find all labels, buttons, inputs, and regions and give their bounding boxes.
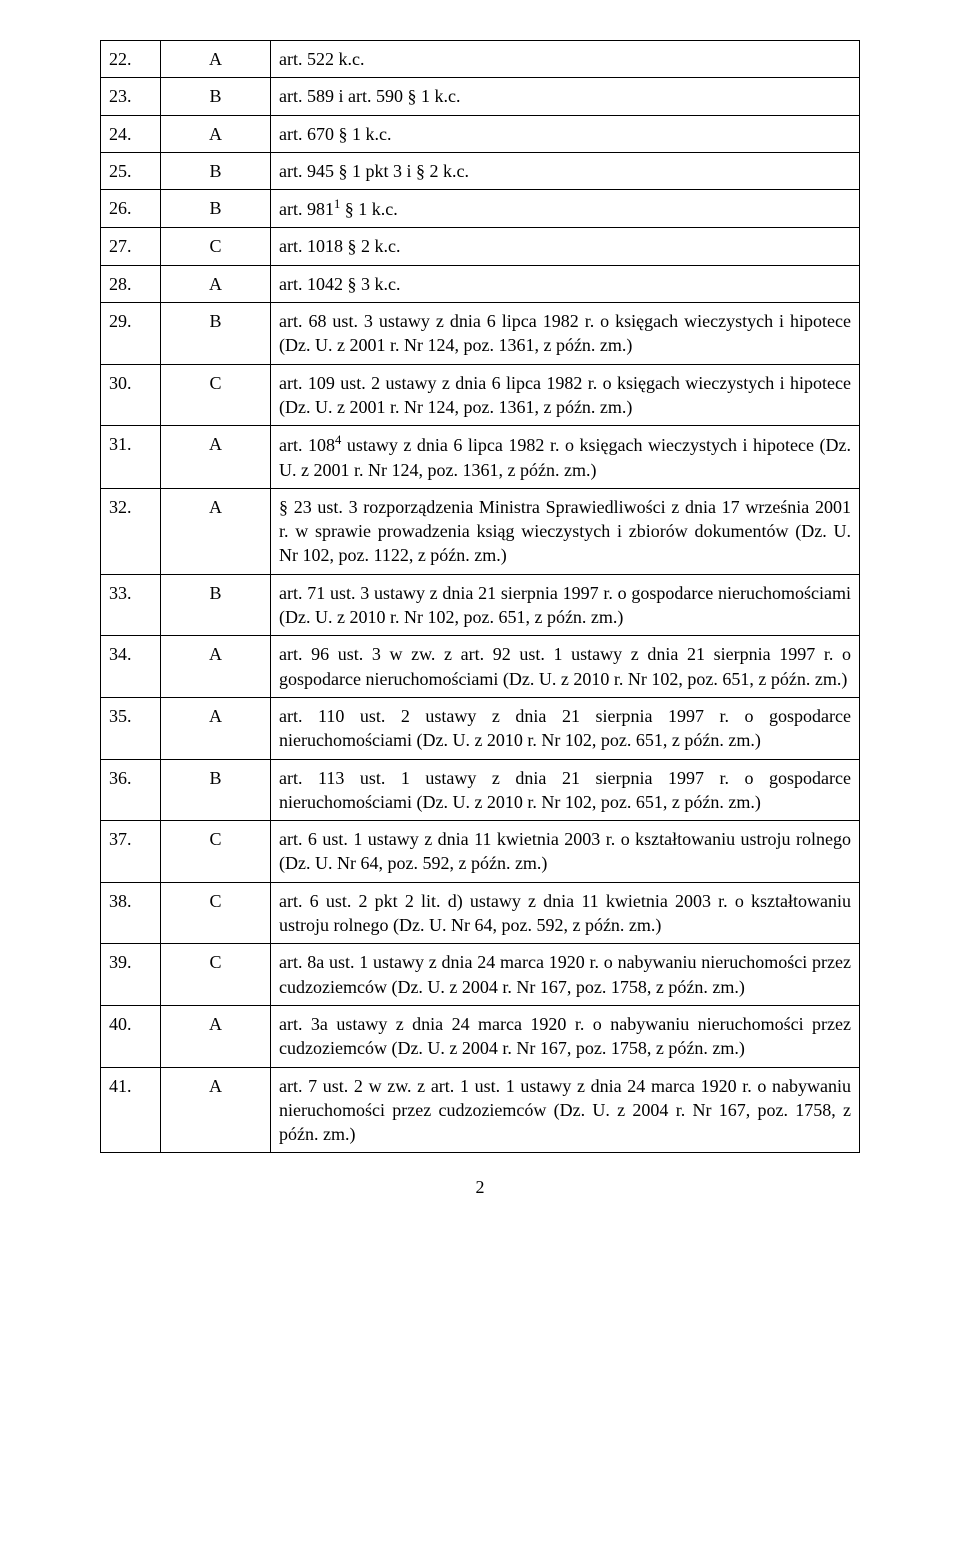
- row-citation: art. 7 ust. 2 w zw. z art. 1 ust. 1 usta…: [271, 1067, 860, 1153]
- table-row: 26.Bart. 9811 § 1 k.c.: [101, 190, 860, 228]
- row-answer: B: [161, 190, 271, 228]
- table-row: 24.Aart. 670 § 1 k.c.: [101, 115, 860, 152]
- row-citation: art. 68 ust. 3 ustawy z dnia 6 lipca 198…: [271, 303, 860, 365]
- row-answer: A: [161, 115, 271, 152]
- row-answer: A: [161, 697, 271, 759]
- row-number: 35.: [101, 697, 161, 759]
- row-number: 33.: [101, 574, 161, 636]
- row-citation: art. 8a ust. 1 ustawy z dnia 24 marca 19…: [271, 944, 860, 1006]
- row-answer: B: [161, 152, 271, 189]
- document-page: 22.Aart. 522 k.c.23.Bart. 589 i art. 590…: [0, 0, 960, 1228]
- row-answer: C: [161, 821, 271, 883]
- row-number: 25.: [101, 152, 161, 189]
- row-citation: art. 109 ust. 2 ustawy z dnia 6 lipca 19…: [271, 364, 860, 426]
- table-row: 34.Aart. 96 ust. 3 w zw. z art. 92 ust. …: [101, 636, 860, 698]
- legal-answer-table: 22.Aart. 522 k.c.23.Bart. 589 i art. 590…: [100, 40, 860, 1153]
- row-citation: art. 522 k.c.: [271, 41, 860, 78]
- row-number: 27.: [101, 228, 161, 265]
- row-answer: C: [161, 364, 271, 426]
- row-citation: § 23 ust. 3 rozporządzenia Ministra Spra…: [271, 488, 860, 574]
- table-row: 40.Aart. 3a ustawy z dnia 24 marca 1920 …: [101, 1005, 860, 1067]
- row-answer: A: [161, 1005, 271, 1067]
- row-number: 22.: [101, 41, 161, 78]
- row-answer: B: [161, 303, 271, 365]
- table-row: 36.Bart. 113 ust. 1 ustawy z dnia 21 sie…: [101, 759, 860, 821]
- row-number: 29.: [101, 303, 161, 365]
- row-number: 40.: [101, 1005, 161, 1067]
- row-citation: art. 945 § 1 pkt 3 i § 2 k.c.: [271, 152, 860, 189]
- row-citation: art. 1018 § 2 k.c.: [271, 228, 860, 265]
- row-answer: A: [161, 41, 271, 78]
- table-row: 31.Aart. 1084 ustawy z dnia 6 lipca 1982…: [101, 426, 860, 489]
- table-row: 39.Cart. 8a ust. 1 ustawy z dnia 24 marc…: [101, 944, 860, 1006]
- table-row: 25.Bart. 945 § 1 pkt 3 i § 2 k.c.: [101, 152, 860, 189]
- row-number: 31.: [101, 426, 161, 489]
- row-number: 38.: [101, 882, 161, 944]
- row-citation: art. 3a ustawy z dnia 24 marca 1920 r. o…: [271, 1005, 860, 1067]
- row-answer: A: [161, 488, 271, 574]
- table-row: 29.Bart. 68 ust. 3 ustawy z dnia 6 lipca…: [101, 303, 860, 365]
- page-number: 2: [100, 1177, 860, 1198]
- row-citation: art. 96 ust. 3 w zw. z art. 92 ust. 1 us…: [271, 636, 860, 698]
- row-answer: C: [161, 228, 271, 265]
- row-number: 32.: [101, 488, 161, 574]
- row-number: 41.: [101, 1067, 161, 1153]
- table-row: 33.Bart. 71 ust. 3 ustawy z dnia 21 sier…: [101, 574, 860, 636]
- row-citation: art. 71 ust. 3 ustawy z dnia 21 sierpnia…: [271, 574, 860, 636]
- row-answer: B: [161, 574, 271, 636]
- row-citation: art. 589 i art. 590 § 1 k.c.: [271, 78, 860, 115]
- table-row: 28.Aart. 1042 § 3 k.c.: [101, 265, 860, 302]
- row-citation: art. 670 § 1 k.c.: [271, 115, 860, 152]
- row-answer: C: [161, 882, 271, 944]
- table-row: 27.Cart. 1018 § 2 k.c.: [101, 228, 860, 265]
- table-row: 32.A§ 23 ust. 3 rozporządzenia Ministra …: [101, 488, 860, 574]
- table-row: 30.Cart. 109 ust. 2 ustawy z dnia 6 lipc…: [101, 364, 860, 426]
- row-answer: A: [161, 1067, 271, 1153]
- row-citation: art. 1042 § 3 k.c.: [271, 265, 860, 302]
- row-number: 36.: [101, 759, 161, 821]
- row-citation: art. 6 ust. 2 pkt 2 lit. d) ustawy z dni…: [271, 882, 860, 944]
- table-row: 38.Cart. 6 ust. 2 pkt 2 lit. d) ustawy z…: [101, 882, 860, 944]
- row-number: 30.: [101, 364, 161, 426]
- row-answer: A: [161, 636, 271, 698]
- table-row: 35.Aart. 110 ust. 2 ustawy z dnia 21 sie…: [101, 697, 860, 759]
- row-citation: art. 113 ust. 1 ustawy z dnia 21 sierpni…: [271, 759, 860, 821]
- row-citation: art. 1084 ustawy z dnia 6 lipca 1982 r. …: [271, 426, 860, 489]
- row-number: 23.: [101, 78, 161, 115]
- row-citation: art. 110 ust. 2 ustawy z dnia 21 sierpni…: [271, 697, 860, 759]
- row-citation: art. 9811 § 1 k.c.: [271, 190, 860, 228]
- row-answer: B: [161, 759, 271, 821]
- row-citation: art. 6 ust. 1 ustawy z dnia 11 kwietnia …: [271, 821, 860, 883]
- row-number: 24.: [101, 115, 161, 152]
- table-row: 37.Cart. 6 ust. 1 ustawy z dnia 11 kwiet…: [101, 821, 860, 883]
- row-number: 39.: [101, 944, 161, 1006]
- row-number: 34.: [101, 636, 161, 698]
- table-row: 41.Aart. 7 ust. 2 w zw. z art. 1 ust. 1 …: [101, 1067, 860, 1153]
- row-number: 28.: [101, 265, 161, 302]
- row-number: 26.: [101, 190, 161, 228]
- row-number: 37.: [101, 821, 161, 883]
- table-row: 22.Aart. 522 k.c.: [101, 41, 860, 78]
- row-answer: A: [161, 426, 271, 489]
- row-answer: B: [161, 78, 271, 115]
- row-answer: C: [161, 944, 271, 1006]
- table-row: 23.Bart. 589 i art. 590 § 1 k.c.: [101, 78, 860, 115]
- row-answer: A: [161, 265, 271, 302]
